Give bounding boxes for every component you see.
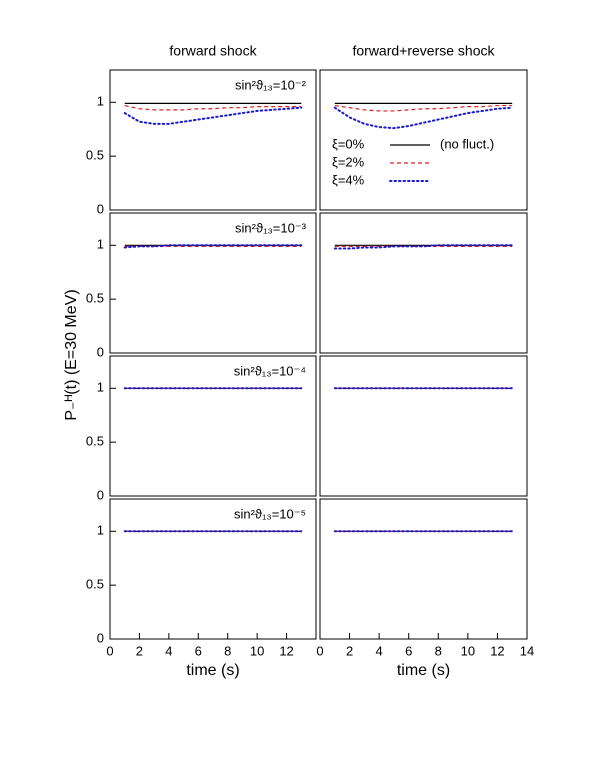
x-tick-label: 12 (279, 643, 293, 658)
panel-frame (109, 69, 317, 211)
y-tick-label: 0 (97, 201, 104, 216)
series-line (124, 104, 302, 111)
panel-annotation: sin²ϑ₁₃=10⁻⁵ (234, 506, 306, 521)
y-tick-label: 0 (97, 487, 104, 502)
panel-frame (319, 212, 528, 354)
legend-label: ξ=0% (332, 136, 365, 151)
y-tick-label: 1 (97, 380, 104, 395)
x-tick-label: 2 (346, 643, 353, 658)
series-line (334, 104, 513, 112)
legend-note: (no fluct.) (440, 136, 494, 151)
series-line (333, 106, 514, 130)
y-tick-label: 0.5 (86, 148, 104, 163)
x-tick-label: 0 (316, 643, 323, 658)
x-axis-label: time (s) (186, 662, 239, 679)
column-title: forward shock (169, 43, 257, 59)
x-tick-label: 8 (435, 643, 442, 658)
panel-frame (109, 355, 317, 497)
panel-frame (109, 212, 317, 354)
x-tick-label: 10 (461, 643, 475, 658)
panel-frame (319, 355, 528, 497)
y-tick-label: 0 (97, 344, 104, 359)
x-tick-label: 12 (490, 643, 504, 658)
x-tick-label: 10 (250, 643, 264, 658)
y-axis-label: P₋ᴴ(t) (E=30 MeV) (63, 289, 80, 420)
x-tick-label: 6 (405, 643, 412, 658)
series-line (123, 244, 303, 249)
y-tick-label: 0.5 (86, 577, 104, 592)
x-tick-label: 8 (224, 643, 231, 658)
x-axis-label: time (s) (397, 662, 450, 679)
panel-annotation: sin²ϑ₁₃=10⁻² (235, 77, 307, 92)
panel-frame (319, 69, 528, 211)
column-title: forward+reverse shock (352, 43, 495, 59)
legend-label: ξ=4% (332, 172, 365, 187)
y-tick-label: 0 (97, 630, 104, 645)
panel-frame (319, 498, 528, 640)
y-tick-label: 0.5 (86, 291, 104, 306)
x-tick-label: 4 (376, 643, 383, 658)
panel-annotation: sin²ϑ₁₃=10⁻³ (235, 220, 307, 235)
x-tick-label: 2 (136, 643, 143, 658)
x-tick-label: 4 (165, 643, 172, 658)
y-tick-label: 1 (97, 523, 104, 538)
y-tick-label: 1 (97, 237, 104, 252)
series-line (123, 106, 303, 125)
legend-label: ξ=2% (332, 154, 365, 169)
panel-frame (109, 498, 317, 640)
y-tick-label: 0.5 (86, 434, 104, 449)
x-tick-label: 6 (195, 643, 202, 658)
panel-annotation: sin²ϑ₁₃=10⁻⁴ (234, 363, 306, 378)
y-tick-label: 1 (97, 94, 104, 109)
series-line (333, 244, 514, 250)
x-tick-label: 0 (106, 643, 113, 658)
x-tick-label: 14 (520, 643, 534, 658)
